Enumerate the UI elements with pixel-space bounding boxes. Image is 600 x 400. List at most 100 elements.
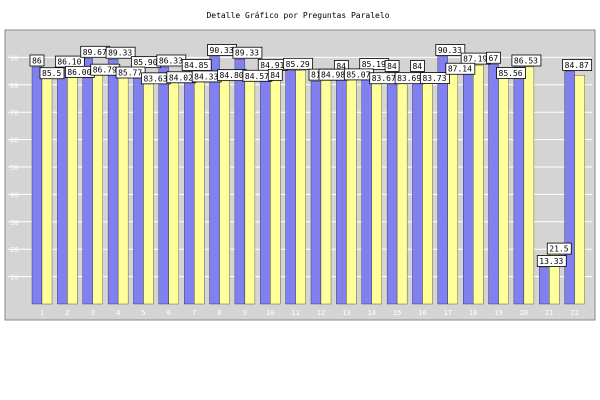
data-label-text: 21.5 (549, 245, 568, 254)
bar-series-2 (92, 66, 103, 305)
x-tick-label: 2 (65, 309, 69, 317)
data-label: 13.33 (536, 255, 567, 267)
bar-series-2 (371, 74, 382, 305)
bar-series-1 (412, 72, 423, 305)
data-label-text: 85.5 (42, 69, 61, 78)
x-tick-label: 20 (520, 309, 528, 317)
y-tick-label: 60 (10, 137, 18, 145)
data-label-text: 84.33 (194, 72, 218, 81)
bar-series-2 (574, 75, 585, 305)
bar-series-1 (31, 66, 43, 305)
data-label-text: 86.33 (159, 56, 183, 65)
data-label: 83.73 (420, 72, 450, 84)
data-label: 84.02 (166, 71, 197, 84)
data-label-text: 84.57 (245, 72, 269, 81)
data-label: 89.67 (80, 45, 111, 58)
bar-series-2 (473, 64, 484, 305)
data-label-text: 13.33 (539, 257, 563, 266)
data-label-box (562, 59, 593, 71)
data-label-text: 85.77 (118, 68, 142, 77)
data-label-box (410, 60, 425, 72)
data-label-text: 83.69 (397, 74, 421, 83)
data-label-box (546, 242, 572, 255)
bar-series-2 (396, 74, 408, 305)
data-label: 90.33 (435, 44, 466, 56)
x-tick-label: 18 (469, 309, 477, 317)
x-tick-label: 4 (116, 309, 120, 317)
data-label: 85.90 (131, 56, 161, 69)
data-label-text: 84.91 (260, 61, 284, 70)
y-tick-label: 20 (10, 246, 18, 254)
data-label-box (536, 255, 567, 267)
data-label: 21.5 (546, 242, 572, 255)
data-label-text: 84.85 (184, 61, 208, 70)
data-label: 85.77 (115, 66, 146, 79)
x-tick-label: 22 (570, 309, 578, 317)
data-label-box (267, 68, 283, 81)
bars (31, 56, 585, 305)
x-tick-label: 12 (317, 309, 325, 317)
bar-series-1 (361, 70, 372, 305)
data-label-text: 86.53 (514, 56, 538, 65)
bar-series-2 (498, 69, 509, 305)
data-label-text: 83.63 (143, 74, 167, 83)
x-tick-label: 9 (243, 309, 247, 317)
y-tick-label: 40 (10, 191, 18, 199)
x-tick-label: 19 (494, 309, 502, 317)
data-label: 84 (384, 60, 400, 72)
x-tick-label: 1 (40, 309, 44, 317)
y-tick-label: 10 (10, 274, 18, 282)
data-label: 87.14 (445, 62, 476, 75)
bar-series-2 (143, 74, 154, 305)
x-tick-label: 5 (141, 309, 145, 317)
bar-series-2 (168, 73, 179, 305)
data-label-box (435, 44, 466, 56)
data-label: 85.19 (359, 58, 390, 70)
data-label: 89.33 (232, 46, 263, 59)
bar-series-1 (539, 267, 550, 305)
data-label-text: 84 (270, 71, 280, 80)
data-label: 86.33 (156, 54, 187, 67)
bar-series-2 (219, 71, 230, 305)
bar-series-1 (158, 66, 169, 305)
data-label-text: 84.98 (321, 71, 345, 80)
x-tick-label: 10 (266, 309, 274, 317)
data-label: 83.63 (141, 72, 171, 85)
x-tick-label: 7 (192, 309, 196, 317)
data-label-box (384, 60, 400, 72)
data-label-box (445, 62, 476, 75)
data-label: 85.56 (496, 67, 526, 79)
data-label-text: 86.10 (57, 58, 81, 67)
data-label: 86 (29, 54, 45, 67)
x-tick-label: 3 (91, 309, 95, 317)
bar-series-1 (463, 64, 474, 305)
y-tick-label: 70 (10, 109, 18, 117)
data-label: 84.91 (257, 58, 288, 71)
data-label: 84.98 (318, 68, 349, 81)
y-tick-label: 90 (10, 54, 18, 62)
data-label: 85.5 (39, 67, 65, 80)
data-label: 67 (486, 51, 501, 64)
data-label: 84.80 (217, 69, 247, 82)
x-tick-label: 8 (217, 309, 221, 317)
data-label: 84 (267, 68, 283, 81)
data-label-text: 86.00 (67, 68, 91, 77)
bar-series-1 (209, 56, 220, 305)
data-label-text: 85.56 (499, 69, 523, 78)
data-label: 89.33 (105, 46, 136, 59)
data-label-text: 87.14 (448, 65, 472, 74)
x-tick-label: 6 (167, 309, 171, 317)
data-label-text: 84.80 (220, 71, 244, 80)
bar-series-1 (488, 64, 499, 305)
data-label: 85.07 (343, 68, 374, 81)
data-label-text: 84 (336, 62, 346, 71)
data-label: 86.79 (90, 63, 121, 76)
data-label-text: 87.19 (463, 55, 487, 64)
bar-series-2 (523, 66, 535, 305)
bar-series-1 (437, 56, 448, 305)
bar-series-2 (244, 72, 256, 305)
bar-series-1 (260, 71, 271, 305)
bar-series-2 (117, 68, 129, 305)
